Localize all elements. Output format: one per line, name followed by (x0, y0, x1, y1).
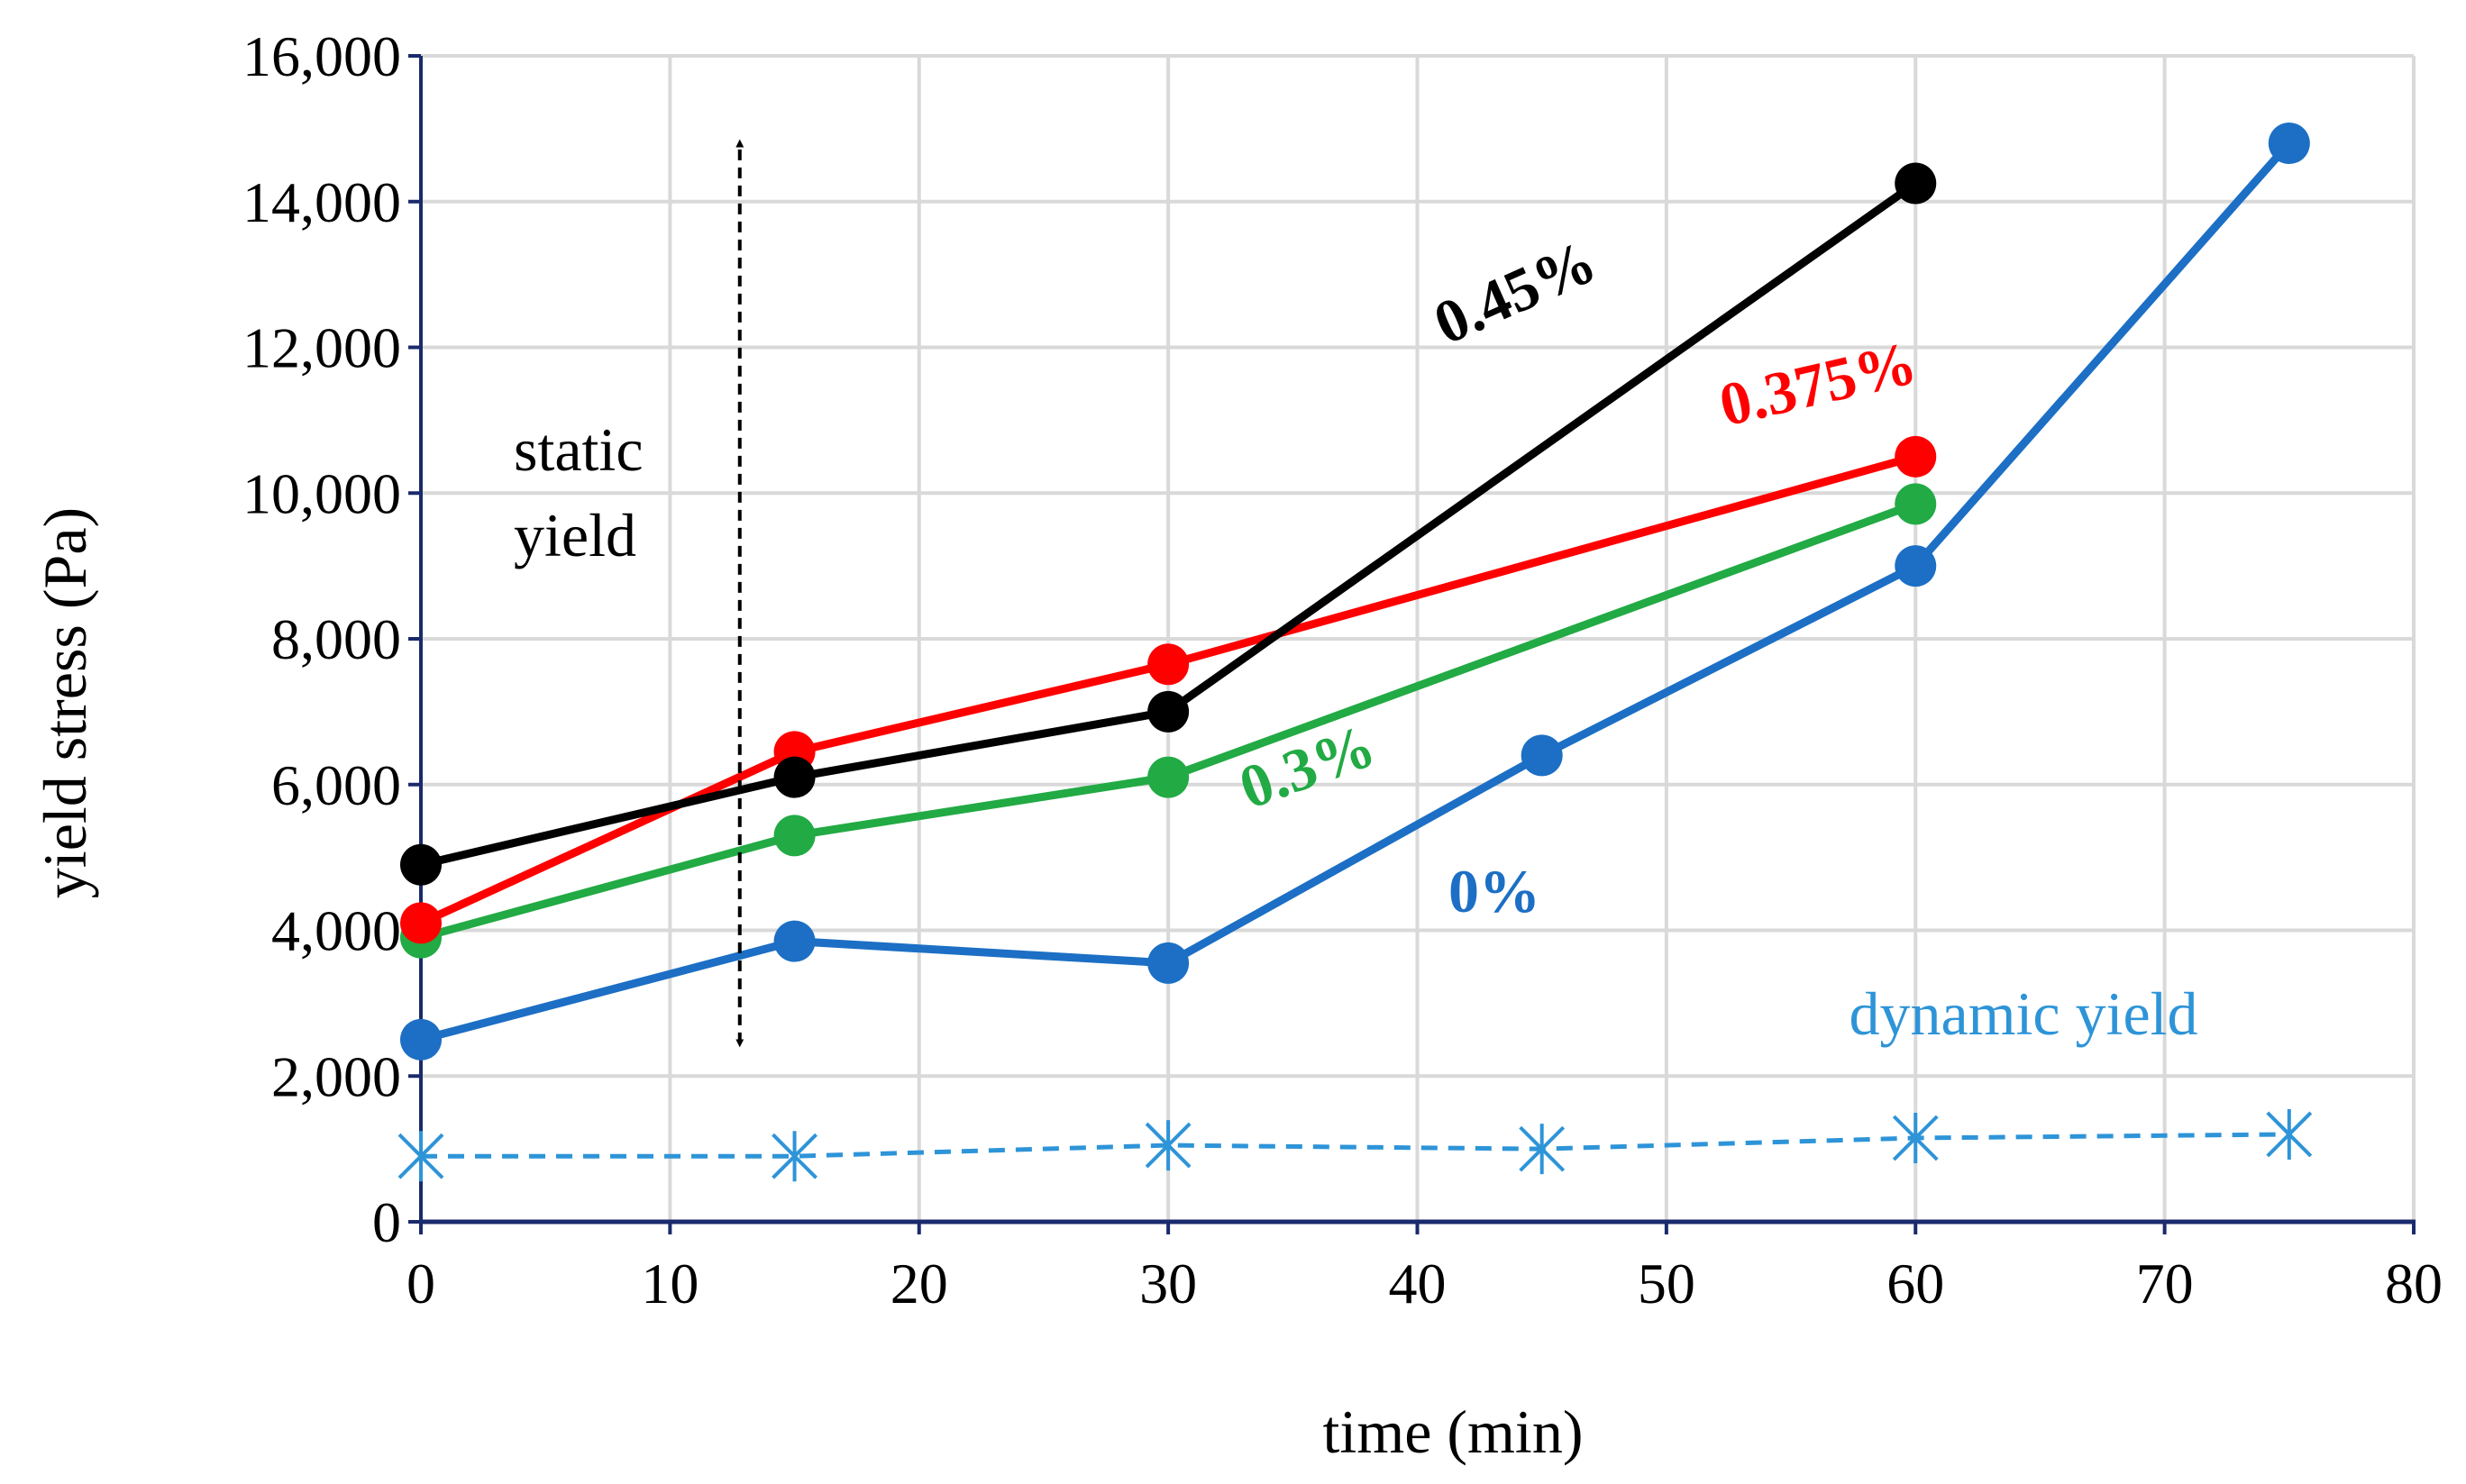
x-tick-label: 60 (1886, 1252, 1944, 1316)
y-tick-label: 2,000 (271, 1044, 401, 1108)
data-point (1519, 1124, 1566, 1175)
y-axis-title: yield stress (Pa) (31, 507, 99, 898)
data-point (1147, 643, 1190, 686)
x-tick-label: 0 (406, 1252, 435, 1316)
series-line-0 (419, 141, 2293, 1044)
x-tick-label: 80 (2385, 1252, 2443, 1316)
x-tick-label: 20 (890, 1252, 948, 1316)
label-static-line1: static (514, 415, 644, 484)
series-0-45 (400, 162, 1937, 886)
y-tick-label: 0 (372, 1190, 401, 1254)
data-point (772, 1131, 817, 1182)
y-tick-label: 14,000 (242, 170, 401, 234)
data-point (2268, 123, 2310, 165)
series-0-3 (400, 483, 1937, 959)
data-point (1895, 483, 1937, 525)
data-point (400, 1018, 442, 1061)
data-point (1892, 1112, 1939, 1163)
data-point (1145, 1120, 1192, 1171)
data-point (397, 1131, 444, 1182)
series-line-0-3 (419, 500, 1917, 942)
data-point (1895, 162, 1937, 205)
series-dynamic-yield (397, 1108, 2313, 1182)
data-point (1521, 734, 1563, 777)
data-point (773, 756, 816, 798)
label-static-line2: yield (514, 501, 636, 569)
data-point (773, 815, 816, 857)
y-tick-label: 10,000 (242, 461, 401, 525)
y-tick-label: 8,000 (271, 607, 401, 671)
x-tick-label: 10 (641, 1252, 699, 1316)
label-dynamic-yield: dynamic yield (1849, 979, 2197, 1048)
x-tick-label: 30 (1139, 1252, 1197, 1316)
data-point (1147, 690, 1190, 733)
data-point (1895, 435, 1937, 478)
grid (421, 56, 2414, 1222)
data-point (1147, 756, 1190, 798)
data-point (773, 920, 816, 962)
series-group (397, 123, 2313, 1182)
label-0-percent: 0% (1448, 857, 1540, 925)
tick-labels: 0 10 20 30 40 50 60 70 80 0 2,000 4,000 6,000 8,000 10… (242, 24, 2443, 1316)
data-point (1147, 942, 1190, 984)
series-0 (400, 123, 2310, 1061)
x-tick-label: 50 (1638, 1252, 1695, 1316)
y-tick-label: 4,000 (271, 899, 401, 963)
y-tick-label: 6,000 (271, 753, 401, 817)
data-point (400, 902, 442, 944)
data-point (400, 843, 442, 886)
series-line-0-45 (419, 179, 1918, 869)
y-tick-label: 12,000 (242, 316, 401, 380)
series-line-dynamic-yield (421, 1132, 2289, 1159)
data-point (1895, 545, 1937, 587)
y-tick-label: 16,000 (242, 24, 401, 88)
series-line-0-375 (419, 452, 1917, 927)
data-point (2266, 1108, 2313, 1160)
x-tick-label: 40 (1389, 1252, 1447, 1316)
x-tick-label: 70 (2136, 1252, 2194, 1316)
x-axis-title: time (min) (1323, 1398, 1584, 1466)
